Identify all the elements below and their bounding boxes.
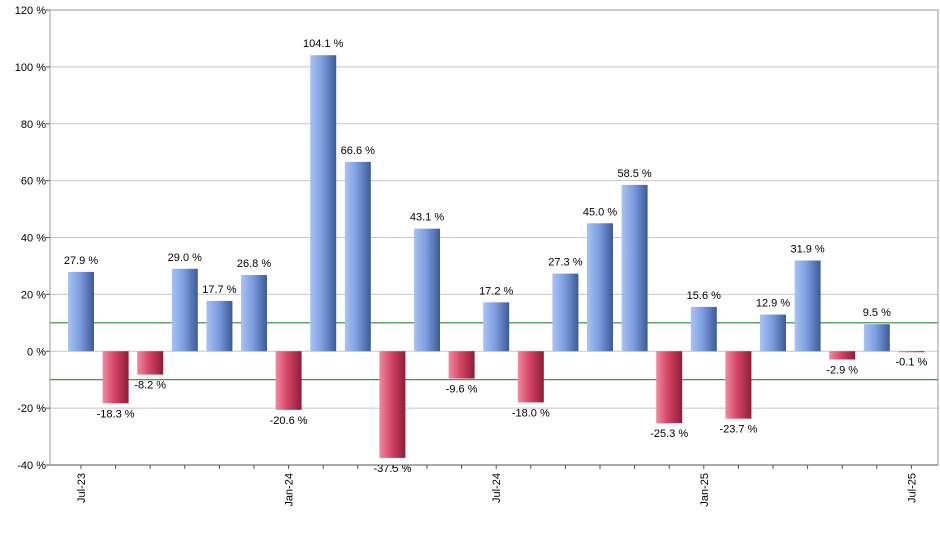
bar xyxy=(621,184,648,352)
data-label: -23.7 % xyxy=(719,424,757,436)
y-tick-label: 100 % xyxy=(15,62,46,74)
data-label: 31.9 % xyxy=(790,244,824,256)
bar xyxy=(829,351,856,360)
bar xyxy=(898,351,925,353)
bar xyxy=(794,260,821,352)
data-label: -20.6 % xyxy=(270,415,308,427)
y-tick-label: 120 % xyxy=(15,5,46,17)
data-label: 27.9 % xyxy=(64,255,98,267)
data-label: 26.8 % xyxy=(237,258,271,270)
data-label: 45.0 % xyxy=(583,206,617,218)
x-tick-label: Jul-25 xyxy=(906,473,918,503)
bar xyxy=(587,223,613,352)
bar xyxy=(448,351,475,379)
bar xyxy=(760,314,786,352)
bar xyxy=(414,228,440,352)
bar xyxy=(102,351,129,404)
data-label: 43.1 % xyxy=(410,212,444,224)
bar xyxy=(725,351,752,419)
data-label: -18.3 % xyxy=(97,408,135,420)
data-label: -2.9 % xyxy=(826,364,858,376)
data-label: 15.6 % xyxy=(687,290,721,302)
bar xyxy=(310,55,337,352)
data-label: -9.6 % xyxy=(446,384,478,396)
data-label: 12.9 % xyxy=(756,298,790,310)
bar xyxy=(137,351,164,375)
bar xyxy=(483,302,510,352)
bar xyxy=(379,351,406,458)
bar xyxy=(517,351,544,403)
bar xyxy=(171,268,198,352)
bars xyxy=(68,55,925,458)
data-label: 104.1 % xyxy=(303,38,344,50)
y-tick-label: -20 % xyxy=(17,403,46,415)
x-tick-label: Jul-24 xyxy=(491,473,503,503)
data-label: 17.7 % xyxy=(202,284,236,296)
y-tick-label: 80 % xyxy=(21,119,46,131)
data-label: 58.5 % xyxy=(617,168,651,180)
grid-layer xyxy=(50,9,938,466)
bar xyxy=(690,306,717,352)
y-tick-label: 0 % xyxy=(27,346,46,358)
bar xyxy=(863,324,890,352)
y-tick-label: 60 % xyxy=(21,176,46,188)
bar xyxy=(275,351,302,410)
y-tick-label: -40 % xyxy=(17,460,46,472)
data-label: -0.1 % xyxy=(896,357,928,369)
data-label: -8.2 % xyxy=(134,380,166,392)
data-label: -18.0 % xyxy=(512,407,550,419)
x-tick-label: Jan-25 xyxy=(699,473,711,507)
y-tick-label: 40 % xyxy=(21,233,46,245)
axes: -40 % -20 % 0 % 20 % 40 % 60 % 80 % 100 % 120 % J… xyxy=(15,5,939,507)
data-label: 29.0 % xyxy=(168,252,202,264)
bar xyxy=(552,273,579,352)
x-tick-label: Jan-24 xyxy=(284,473,296,507)
x-tick-label: Jul-23 xyxy=(76,473,88,503)
bar xyxy=(344,161,371,352)
data-label: -25.3 % xyxy=(650,428,688,440)
data-label: 9.5 % xyxy=(863,307,891,319)
data-label: 27.3 % xyxy=(548,257,582,269)
data-label: 17.2 % xyxy=(479,285,513,297)
data-label: 66.6 % xyxy=(341,145,375,157)
bar xyxy=(241,275,267,352)
bar xyxy=(656,351,683,424)
bar xyxy=(206,300,233,352)
data-labels: 27.9 % -18.3 % -8.2 % 29.0 % 17.7 % 26.8 % -20… xyxy=(64,38,928,475)
bar xyxy=(68,271,94,352)
y-tick-label: 20 % xyxy=(21,289,46,301)
